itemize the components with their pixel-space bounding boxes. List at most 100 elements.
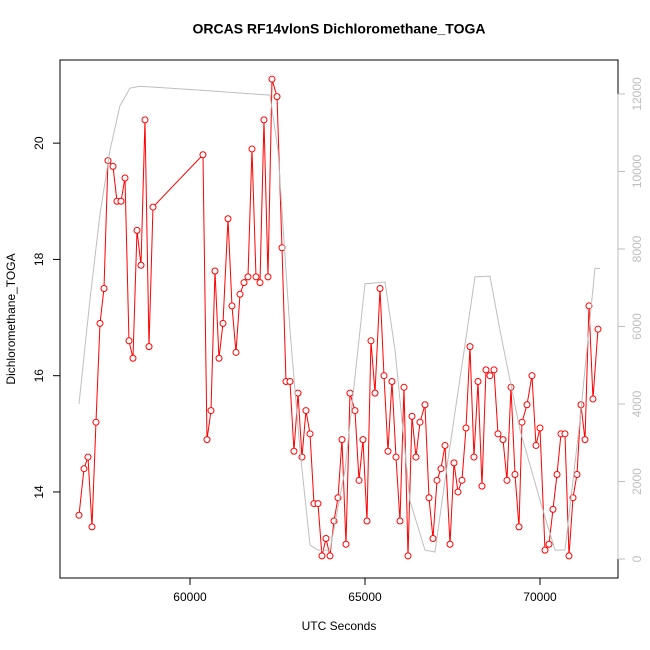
data-point xyxy=(425,494,433,502)
data-point xyxy=(553,471,561,479)
data-point xyxy=(565,552,573,560)
data-point xyxy=(450,459,458,467)
data-point xyxy=(346,389,354,397)
data-point xyxy=(515,523,523,531)
y2-tick-label: 8000 xyxy=(630,235,644,262)
data-point xyxy=(268,75,276,83)
data-point xyxy=(482,366,490,374)
data-point xyxy=(466,343,474,351)
data-point xyxy=(100,284,108,292)
data-point xyxy=(236,290,244,298)
data-point xyxy=(80,465,88,473)
data-point xyxy=(573,471,581,479)
data-point xyxy=(429,534,437,542)
x-tick-label: 65000 xyxy=(348,590,382,604)
data-point xyxy=(294,389,302,397)
data-point xyxy=(523,401,531,409)
data-point xyxy=(404,552,412,560)
data-point xyxy=(355,476,363,484)
x-axis-label: UTC Seconds xyxy=(302,619,377,633)
data-point xyxy=(486,372,494,380)
data-point xyxy=(478,482,486,490)
data-point xyxy=(518,418,526,426)
data-point xyxy=(240,279,248,287)
y2-tick-label: 6000 xyxy=(630,313,644,340)
data-point xyxy=(219,319,227,327)
y-tick-label: 18 xyxy=(32,252,46,266)
data-point xyxy=(446,540,454,548)
data-point xyxy=(92,418,100,426)
data-point xyxy=(536,424,544,432)
data-point xyxy=(117,197,125,205)
data-point xyxy=(545,540,553,548)
data-point xyxy=(264,273,272,281)
data-point xyxy=(359,436,367,444)
data-point xyxy=(322,534,330,542)
data-point xyxy=(314,500,322,508)
data-point xyxy=(88,523,96,531)
data-point xyxy=(260,116,268,124)
data-point xyxy=(585,302,593,310)
data-point xyxy=(149,203,157,211)
data-point xyxy=(384,447,392,455)
x-tick-label: 60000 xyxy=(173,590,207,604)
data-line xyxy=(78,79,599,557)
data-point xyxy=(541,546,549,554)
data-point xyxy=(528,372,536,380)
y-axis-label: Dichloromethane_TOGA xyxy=(4,253,18,384)
data-point xyxy=(207,407,215,415)
data-point xyxy=(351,407,359,415)
data-point xyxy=(363,517,371,525)
data-point xyxy=(392,453,400,461)
data-point xyxy=(376,284,384,292)
y-tick-label: 20 xyxy=(32,136,46,150)
data-point xyxy=(286,377,294,385)
data-point xyxy=(388,377,396,385)
data-point xyxy=(129,354,137,362)
data-point xyxy=(145,343,153,351)
data-point xyxy=(503,476,511,484)
data-point xyxy=(306,430,314,438)
data-point xyxy=(228,302,236,310)
data-point xyxy=(561,430,569,438)
data-point xyxy=(458,476,466,484)
data-point xyxy=(203,436,211,444)
data-point xyxy=(408,412,416,420)
data-point xyxy=(252,273,260,281)
data-point xyxy=(412,453,420,461)
data-point xyxy=(371,389,379,397)
data-point xyxy=(302,407,310,415)
data-point xyxy=(244,273,252,281)
data-point xyxy=(125,337,133,345)
data-point xyxy=(380,372,388,380)
data-point xyxy=(215,354,223,362)
y2-tick-label: 0 xyxy=(630,555,644,562)
y-tick-label: 16 xyxy=(32,369,46,383)
data-point xyxy=(133,226,141,234)
y2-tick-label: 2000 xyxy=(630,468,644,495)
data-point xyxy=(224,215,232,223)
data-point xyxy=(232,348,240,356)
data-point xyxy=(511,471,519,479)
y-tick-label: 14 xyxy=(32,485,46,499)
data-point xyxy=(298,453,306,461)
data-point xyxy=(437,465,445,473)
data-point xyxy=(273,93,281,101)
data-point xyxy=(441,441,449,449)
data-point xyxy=(75,511,83,519)
data-point xyxy=(462,424,470,432)
data-point xyxy=(248,145,256,153)
data-point xyxy=(290,447,298,455)
data-point xyxy=(121,174,129,182)
data-point xyxy=(211,267,219,275)
chart-title: ORCAS RF14vlonS Dichloromethane_TOGA xyxy=(192,21,485,37)
data-point xyxy=(470,453,478,461)
data-point xyxy=(433,476,441,484)
data-point xyxy=(494,430,502,438)
data-point xyxy=(96,319,104,327)
y2-tick-label: 12000 xyxy=(630,77,644,111)
data-point xyxy=(256,279,264,287)
data-point xyxy=(454,488,462,496)
data-point xyxy=(499,436,507,444)
